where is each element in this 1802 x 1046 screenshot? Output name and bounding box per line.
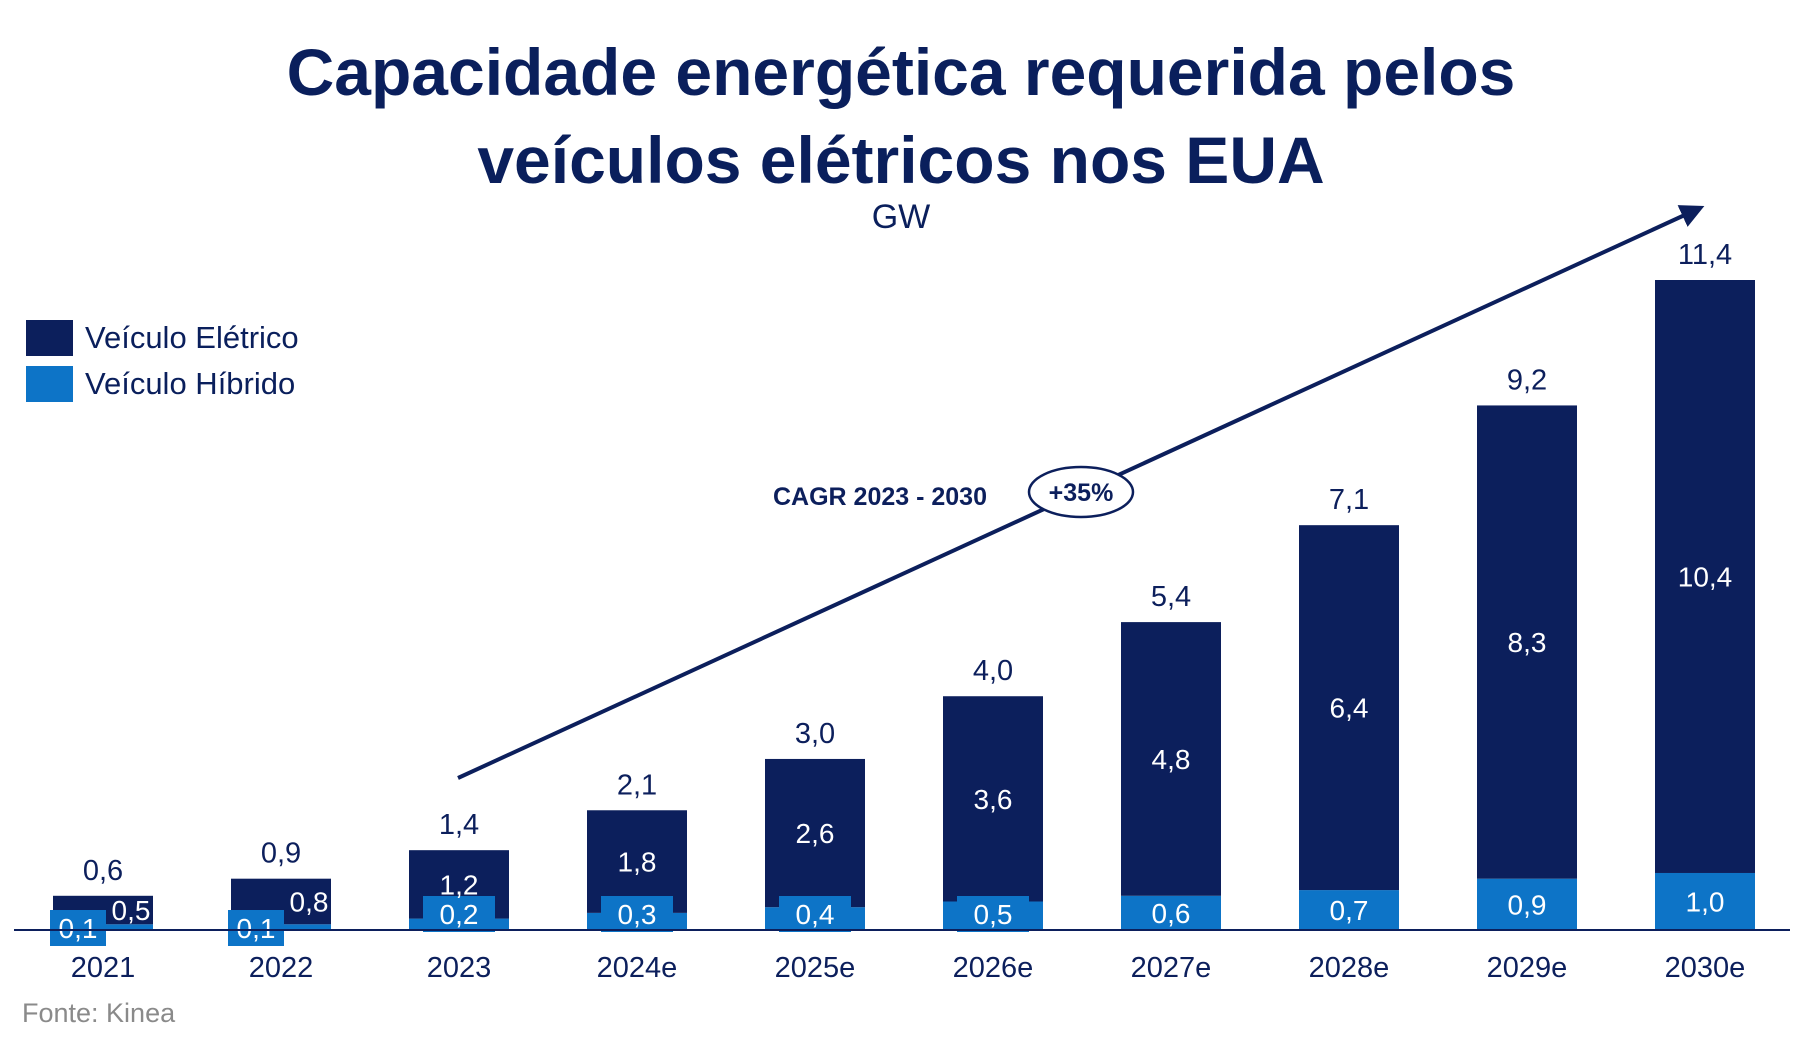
legend-item-hibrido: Veículo Híbrido: [26, 364, 295, 404]
label-eletrico-2021: 0,5: [112, 895, 151, 926]
bar-eletrico-2029e: [1477, 405, 1577, 879]
bar-hibrido-2028e: [1299, 890, 1399, 930]
label-hibrido-2024e: 0,3: [618, 899, 657, 930]
legend-swatch-hibrido: [26, 366, 73, 402]
legend-item-eletrico: Veículo Elétrico: [26, 318, 299, 358]
label-eletrico-2028e: 6,4: [1330, 693, 1369, 724]
legend-label-eletrico: Veículo Elétrico: [85, 320, 299, 355]
chart-title: Capacidade energética requerida pelos ve…: [0, 28, 1802, 204]
label-pill-hibrido-2026e: [957, 896, 1029, 932]
bar-eletrico-2026e: [943, 696, 1043, 902]
label-total-2022: 0,9: [261, 838, 301, 870]
label-pill-hibrido-2025e: [779, 896, 851, 932]
label-total-2027e: 5,4: [1151, 581, 1191, 613]
label-hibrido-2029e: 0,9: [1508, 889, 1547, 920]
label-eletrico-2024e: 1,8: [618, 847, 657, 878]
label-total-2021: 0,6: [83, 855, 123, 887]
category-label-2027e: 2027e: [1131, 952, 1212, 984]
label-eletrico-2027e: 4,8: [1152, 744, 1191, 775]
chart-title-line-1: Capacidade energética requerida pelos: [286, 35, 1516, 109]
category-label-2021: 2021: [71, 952, 136, 984]
label-total-2028e: 7,1: [1329, 484, 1369, 516]
unit-label: GW: [871, 198, 931, 236]
category-label-2022: 2022: [249, 952, 314, 984]
legend-label-hibrido: Veículo Híbrido: [85, 366, 296, 401]
bar-hibrido-2030e: [1655, 872, 1755, 930]
label-hibrido-2023: 0,2: [440, 899, 479, 930]
category-label-2023: 2023: [427, 952, 492, 984]
category-label-2029e: 2029e: [1487, 952, 1568, 984]
cagr-label: CAGR 2023 - 2030: [773, 483, 987, 511]
category-label-2026e: 2026e: [953, 952, 1034, 984]
label-pill-hibrido-2022: [228, 910, 284, 946]
category-label-2024e: 2024e: [597, 952, 678, 984]
label-hibrido-2021: 0,1: [59, 913, 98, 944]
label-hibrido-2027e: 0,6: [1152, 898, 1191, 929]
bar-eletrico-2025e: [765, 758, 865, 908]
label-eletrico-2026e: 3,6: [974, 784, 1013, 815]
label-total-2029e: 9,2: [1507, 364, 1547, 396]
label-pill-hibrido-2024e: [601, 896, 673, 932]
bar-eletrico-2028e: [1299, 525, 1399, 891]
label-hibrido-2022: 0,1: [237, 913, 276, 944]
label-total-2023: 1,4: [439, 809, 479, 841]
label-hibrido-2025e: 0,4: [796, 899, 835, 930]
bar-hibrido-2029e: [1477, 878, 1577, 930]
category-label-2025e: 2025e: [775, 952, 856, 984]
label-eletrico-2023: 1,2: [440, 869, 479, 900]
chart-title-line-2: veículos elétricos nos EUA: [477, 123, 1325, 197]
source-note: Fonte: Kinea: [22, 998, 176, 1028]
label-eletrico-2030e: 10,4: [1678, 561, 1733, 592]
category-label-2028e: 2028e: [1309, 952, 1390, 984]
bar-eletrico-2030e: [1655, 280, 1755, 873]
cagr-badge: [1027, 465, 1135, 519]
label-hibrido-2030e: 1,0: [1686, 886, 1725, 917]
bar-hibrido-2027e: [1121, 895, 1221, 930]
legend-swatch-eletrico: [26, 320, 73, 356]
label-hibrido-2026e: 0,5: [974, 899, 1013, 930]
label-eletrico-2029e: 8,3: [1508, 627, 1547, 658]
label-pill-hibrido-2021: [50, 910, 106, 946]
cagr-value: +35%: [1049, 479, 1114, 507]
label-eletrico-2025e: 2,6: [796, 818, 835, 849]
label-total-2024e: 2,1: [617, 769, 657, 801]
bar-eletrico-2027e: [1121, 622, 1221, 896]
label-total-2025e: 3,0: [795, 718, 835, 750]
label-pill-hibrido-2023: [423, 896, 495, 932]
label-total-2030e: 11,4: [1678, 239, 1732, 271]
label-hibrido-2028e: 0,7: [1330, 895, 1369, 926]
bar-eletrico-2024e: [587, 810, 687, 913]
category-label-2030e: 2030e: [1665, 952, 1746, 984]
label-total-2026e: 4,0: [973, 655, 1013, 687]
label-eletrico-2022: 0,8: [290, 886, 329, 917]
